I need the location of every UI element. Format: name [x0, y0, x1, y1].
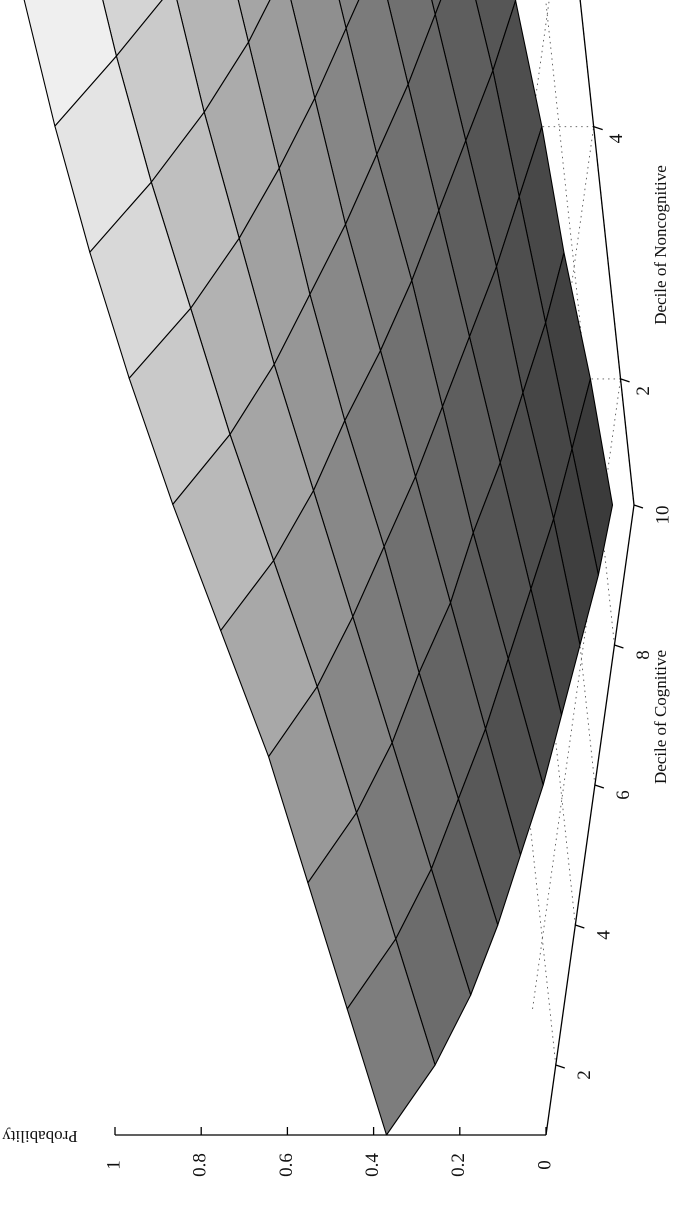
- z-tick-label: 0.8: [190, 1153, 211, 1177]
- axes-layer: [114, 0, 644, 1136]
- surface-cell: [346, 938, 436, 1136]
- x-tick-mark: [594, 784, 605, 789]
- y-tick-mark: [593, 126, 603, 131]
- labels-layer: Probability Decile of Cognitive Decile o…: [2, 133, 674, 1177]
- x-tick-mark: [633, 504, 644, 509]
- y-tick-label: 2: [633, 386, 654, 396]
- x-tick-label: 2: [574, 1070, 595, 1080]
- surface-cell: [338, 0, 360, 29]
- z-tick-label: 1: [103, 1160, 124, 1170]
- x-tick-label: 8: [633, 650, 654, 660]
- surface-cell: [431, 0, 442, 15]
- y-axis-line: [579, 0, 635, 506]
- x-axis-title: Decile of Cognitive: [651, 650, 670, 784]
- z-axis-title: Probability: [2, 1127, 78, 1146]
- y-axis-title: Decile of Noncognitive: [651, 165, 670, 325]
- x-tick-label: 10: [652, 506, 673, 525]
- x-tick-mark: [614, 644, 624, 649]
- surface-layer: [23, 0, 614, 1136]
- x-axis-line: [545, 504, 635, 1136]
- y-tick-mark: [620, 378, 630, 383]
- x-tick-label: 4: [594, 930, 615, 940]
- z-tick-label: 0.2: [448, 1153, 469, 1177]
- z-tick-label: 0.6: [276, 1153, 297, 1177]
- y-tick-label: 4: [606, 133, 627, 143]
- x-tick-mark: [555, 1064, 565, 1069]
- z-tick-label: 0: [534, 1160, 555, 1170]
- x-tick-mark: [575, 924, 585, 929]
- z-tick-label: 0.4: [362, 1153, 383, 1177]
- x-tick-label: 6: [613, 790, 634, 800]
